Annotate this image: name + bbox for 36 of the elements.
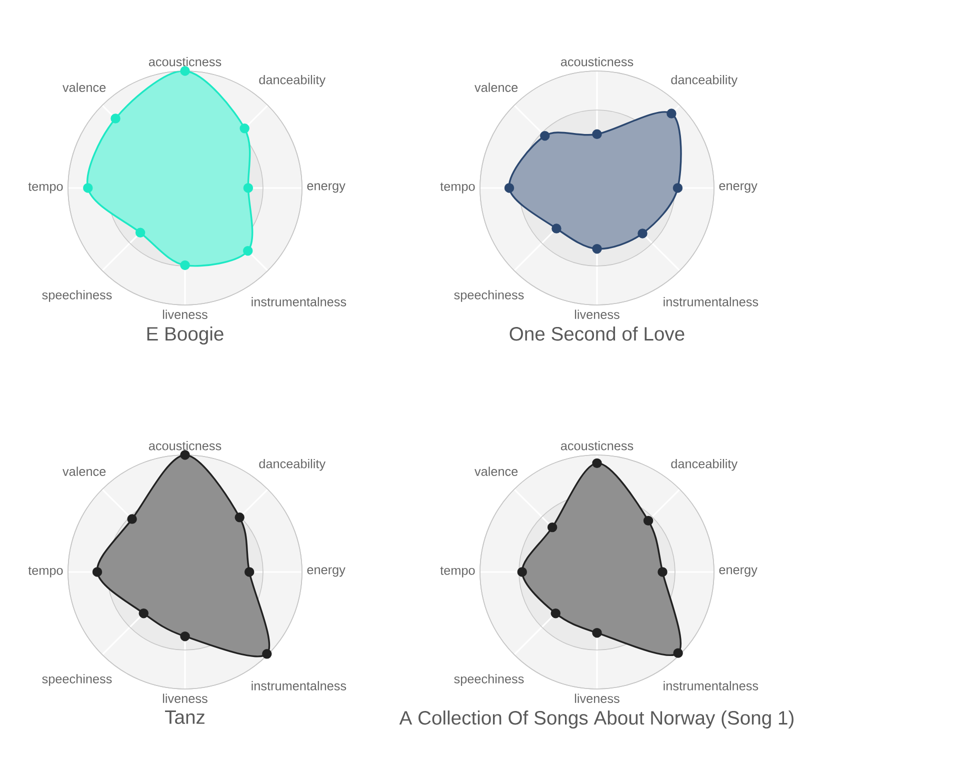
spoke-label: speechiness (42, 290, 112, 302)
spoke-label: speechiness (42, 674, 112, 686)
spoke-label: energy (307, 183, 346, 193)
spoke-label: danceability (671, 458, 738, 471)
spoke-label: energy (719, 567, 758, 577)
spoke-label: speechiness (454, 290, 524, 302)
spoke-label: instrumentalness (664, 681, 758, 690)
spoke-label: acousticness (148, 56, 222, 66)
spoke-label: danceability (671, 74, 738, 87)
spoke-label: instrumentalness (252, 297, 346, 306)
spoke-label: liveness (162, 694, 208, 703)
spoke-label: acousticness (560, 440, 634, 450)
spoke-label: tempo (440, 182, 475, 194)
spoke-label: instrumentalness (664, 297, 758, 306)
spoke-label: liveness (574, 310, 620, 319)
spoke-label: acousticness (148, 440, 222, 450)
text: E Boogie (147, 326, 224, 345)
text: A Collection Of Songs About Norway (Song 1) (399, 710, 794, 729)
text: Tanz (165, 710, 204, 724)
spoke-label: valence (62, 82, 106, 92)
spoke-label: valence (62, 466, 106, 476)
spoke-label: tempo (28, 182, 63, 194)
spoke-label: valence (474, 82, 518, 92)
text: One Second of Love (510, 326, 684, 341)
spoke-label: energy (307, 567, 346, 577)
spoke-label: tempo (440, 566, 475, 578)
spoke-label: danceability (259, 458, 326, 471)
spoke-label: liveness (574, 694, 620, 703)
spoke-label: instrumentalness (252, 681, 346, 690)
spoke-label: acousticness (560, 56, 634, 66)
spoke-label: tempo (28, 566, 63, 578)
spoke-label: speechiness (454, 674, 524, 686)
spoke-label: valence (474, 466, 518, 476)
spoke-label: danceability (259, 74, 326, 87)
spoke-label: liveness (162, 310, 208, 319)
spoke-label: energy (719, 183, 758, 193)
